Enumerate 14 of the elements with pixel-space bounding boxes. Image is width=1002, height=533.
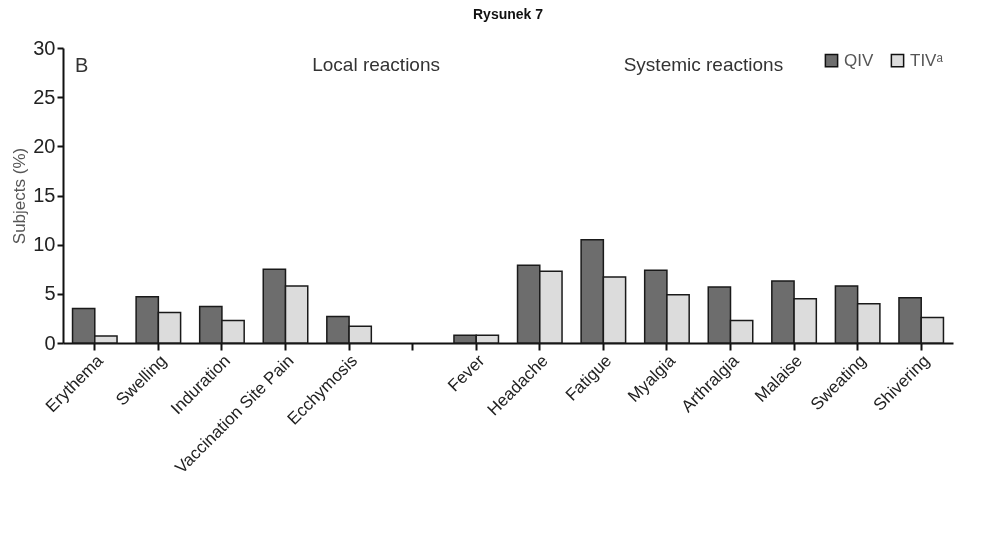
y-tick-label: 25 <box>33 85 56 108</box>
legend-label: QIV <box>844 50 874 70</box>
legend-label: TIVᵃ <box>910 50 944 70</box>
annotation: B <box>75 54 89 76</box>
y-axis-title: Subjects (%) <box>10 147 30 245</box>
chart-title: Rysunek 7 <box>472 6 544 22</box>
y-tick-label: 15 <box>33 184 56 206</box>
annotation: Local reactions <box>312 54 440 75</box>
y-tick-label: 30 <box>33 36 56 59</box>
y-tick-label: 20 <box>33 134 56 157</box>
annotation: Systemic reactions <box>623 54 784 75</box>
y-tick-label: 10 <box>33 233 56 256</box>
y-tick-label: 0 <box>44 331 56 354</box>
y-tick-label: 5 <box>44 282 56 305</box>
